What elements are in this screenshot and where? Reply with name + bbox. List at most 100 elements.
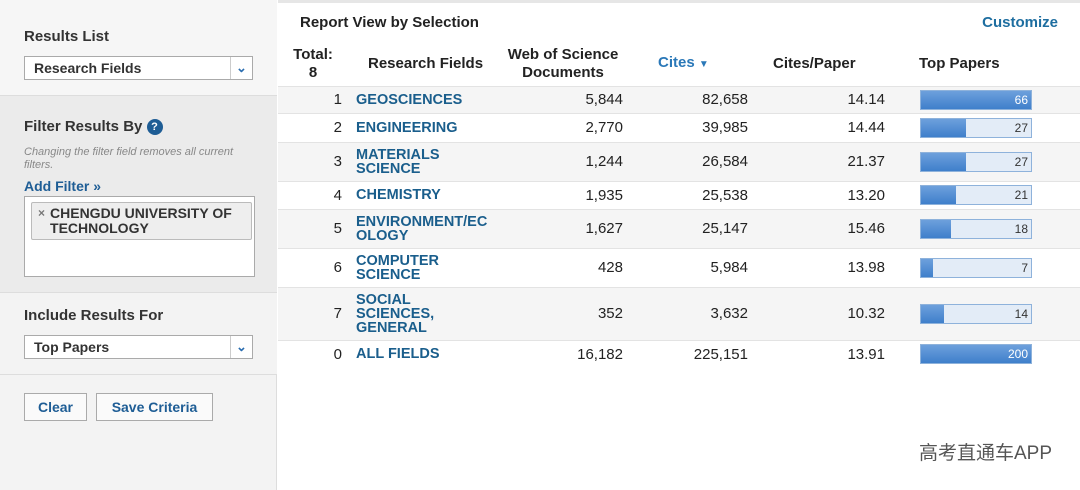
documents-cell: 1,244 [498, 141, 628, 181]
top-papers-bar: 7 [920, 257, 1032, 278]
bar-label: 27 [1014, 120, 1028, 135]
bar-fill [921, 186, 956, 204]
rank-cell: 3 [278, 141, 348, 181]
include-section [0, 293, 277, 375]
top-papers-bar: 14 [920, 303, 1032, 324]
results-list-section [0, 0, 277, 95]
top-papers-bar: 27 [920, 117, 1032, 138]
field-link[interactable]: CHEMISTRY [356, 187, 441, 203]
column-header[interactable]: Web of Science Documents [498, 42, 628, 86]
bar-fill [921, 219, 951, 238]
customize-link[interactable]: Customize [982, 14, 1058, 31]
documents-cell: 428 [498, 247, 628, 287]
top-papers-cell: 18 [885, 208, 1080, 248]
field-link[interactable]: MATERIALS SCIENCE [356, 146, 440, 177]
column-header-text: Web of Science Documents [507, 45, 619, 81]
column-header[interactable]: Top Papers [919, 54, 1000, 72]
rank-cell: 5 [278, 208, 348, 248]
help-icon[interactable]: ? [146, 119, 163, 135]
field-link[interactable]: COMPUTER SCIENCE [356, 252, 439, 283]
top-papers-bar: 27 [920, 151, 1032, 172]
bar-fill [921, 258, 933, 277]
report-title: Report View by Selection [300, 14, 479, 31]
total-label: Total: [293, 45, 333, 63]
field-cell: COMPUTER SCIENCE [348, 247, 498, 287]
column-header[interactable]: Cites/Paper [773, 54, 856, 72]
field-cell: SOCIAL SCIENCES, GENERAL [348, 286, 498, 340]
documents-cell: 5,844 [498, 85, 628, 113]
documents-cell: 352 [498, 286, 628, 340]
table-row: 4 CHEMISTRY 1,935 25,538 13.20 21 [278, 180, 1080, 209]
documents-cell: 16,182 [498, 339, 628, 368]
top-papers-cell: 27 [885, 141, 1080, 181]
rank-cell: 6 [278, 247, 348, 287]
cites-per-paper-cell: 10.32 [753, 286, 885, 340]
cites-per-paper-cell: 13.20 [753, 180, 885, 209]
cites-cell: 82,658 [628, 85, 753, 113]
cites-per-paper-cell: 13.91 [753, 339, 885, 368]
bar-fill [921, 118, 966, 137]
include-label: Include Results For [24, 307, 164, 324]
cites-cell: 25,147 [628, 208, 753, 248]
top-papers-bar: 18 [920, 218, 1032, 239]
bar-label: 18 [1014, 221, 1028, 236]
cites-cell: 225,151 [628, 339, 753, 368]
clear-button[interactable]: Clear [24, 393, 87, 421]
filter-note: Changing the filter field removes all cu… [24, 146, 234, 171]
top-papers-bar: 21 [920, 185, 1032, 205]
bar-fill [921, 90, 1031, 109]
cites-per-paper-cell: 14.44 [753, 112, 885, 142]
cites-cell: 26,584 [628, 141, 753, 181]
field-link[interactable]: ENGINEERING [356, 119, 458, 136]
filter-box: × CHENGDU UNIVERSITY OF TECHNOLOGY [24, 196, 255, 277]
filter-tag: × CHENGDU UNIVERSITY OF TECHNOLOGY [31, 202, 252, 240]
top-papers-cell: 21 [885, 180, 1080, 209]
results-table: Total: 8 Research Fields Web of Science D… [278, 42, 1080, 368]
field-link[interactable]: SOCIAL SCIENCES, GENERAL [356, 291, 435, 336]
save-criteria-button[interactable]: Save Criteria [96, 393, 213, 421]
bar-fill [921, 152, 966, 171]
results-list-label: Results List [24, 28, 110, 45]
rank: 4 [333, 186, 342, 204]
rank: 2 [333, 119, 342, 136]
rank: 1 [333, 91, 342, 108]
rank: 6 [333, 259, 342, 276]
add-filter-link[interactable]: Add Filter » [24, 178, 102, 194]
top-papers-cell: 14 [885, 286, 1080, 340]
table-row: 6 COMPUTER SCIENCE 428 5,984 13.98 7 [278, 247, 1080, 287]
select-value: Research Fields [34, 60, 142, 76]
header-row: Total: 8 Research Fields Web of Science D… [278, 42, 1080, 86]
dropdown-arrow: ⌄ [230, 336, 252, 358]
top-papers-cell: 7 [885, 247, 1080, 287]
table-body: 1 GEOSCIENCES 5,844 82,658 14.14 66 2 ENGINEERI… [278, 85, 1080, 368]
tag-list: × CHENGDU UNIVERSITY OF TECHNOLOGY [25, 202, 254, 240]
total-count: 8 [308, 63, 318, 81]
field-cell: MATERIALS SCIENCE [348, 141, 498, 181]
field-cell: ALL FIELDS [348, 339, 498, 368]
table-row: 2 ENGINEERING 2,770 39,985 14.44 27 [278, 112, 1080, 142]
tag-remove[interactable]: × [38, 206, 46, 220]
include-select[interactable]: Top Papers ⌄ [24, 335, 253, 359]
top-papers-cell: 27 [885, 112, 1080, 142]
top-border [278, 0, 1080, 3]
filter-title-text: Filter Results By [24, 118, 143, 135]
field-link[interactable]: ALL FIELDS [356, 346, 440, 363]
results-list-select[interactable]: Research Fields ⌄ [24, 56, 253, 80]
column-header[interactable]: Cites ▼ [628, 42, 753, 86]
cites-per-paper-cell: 13.98 [753, 247, 885, 287]
field-cell: GEOSCIENCES [348, 85, 498, 113]
select-value: Top Papers [34, 339, 110, 355]
field-link[interactable]: GEOSCIENCES [356, 91, 463, 108]
filter-title: Filter Results By ? [24, 118, 163, 135]
rank-cell: 4 [278, 180, 348, 209]
cites-cell: 39,985 [628, 112, 753, 142]
field-link[interactable]: ENVIRONMENT/ECOLOGY [356, 213, 488, 244]
dropdown-arrow: ⌄ [230, 57, 252, 79]
sidebar: Results List Research Fields ⌄ Filter Res… [0, 0, 277, 490]
bar-label: 66 [1014, 92, 1028, 107]
cites-per-paper-cell: 14.14 [753, 85, 885, 113]
bar-label: 7 [1021, 260, 1028, 275]
field-cell: CHEMISTRY [348, 180, 498, 209]
cites-cell: 3,632 [628, 286, 753, 340]
